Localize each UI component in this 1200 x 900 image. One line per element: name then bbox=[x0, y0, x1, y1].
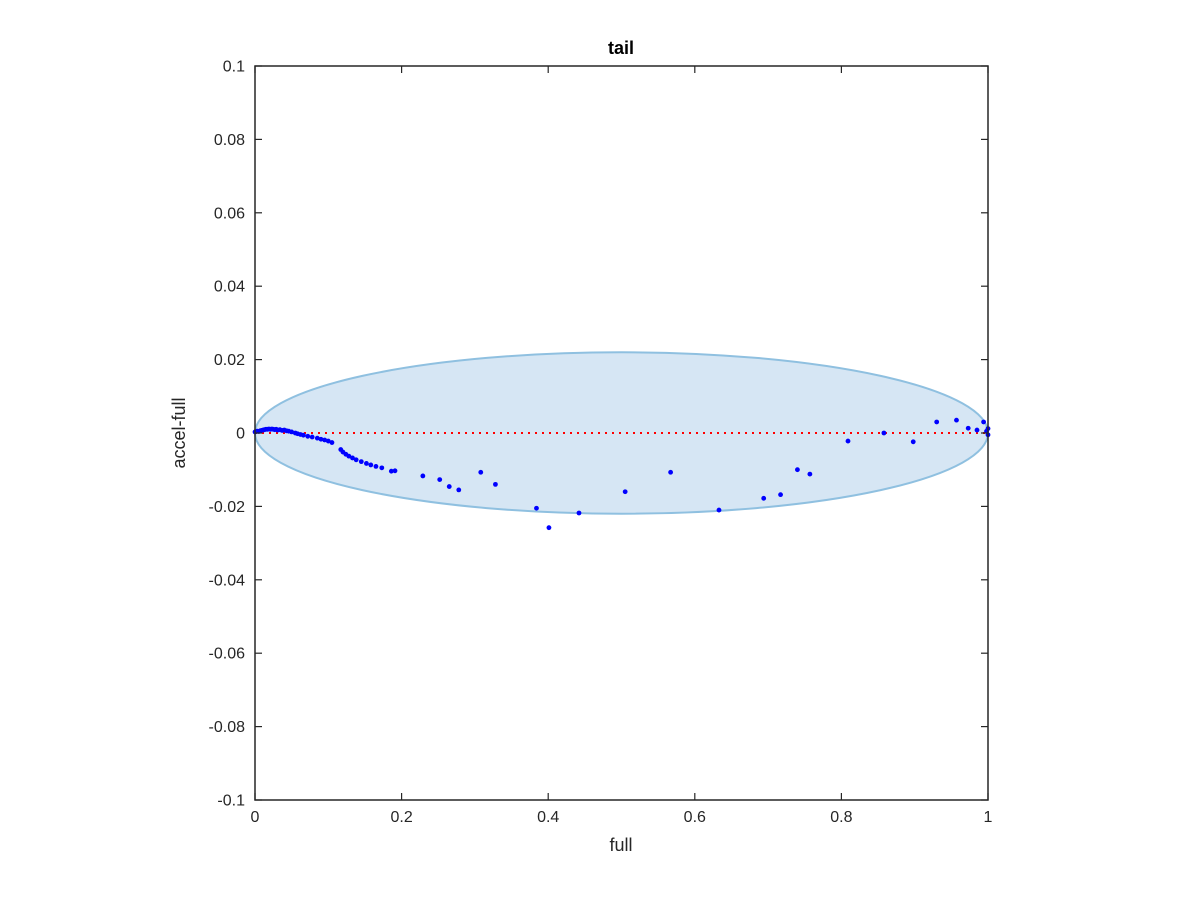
x-axis-label: full bbox=[609, 835, 632, 855]
y-tick-label: 0.02 bbox=[214, 352, 245, 369]
data-point bbox=[368, 462, 374, 468]
data-point bbox=[807, 471, 813, 477]
data-point bbox=[329, 440, 335, 445]
data-point bbox=[420, 473, 426, 479]
x-tick-labels: 0 0.2 0.4 0.6 0.8 1 bbox=[251, 809, 993, 826]
tick-marks bbox=[254, 65, 989, 801]
y-tick-label: -0.1 bbox=[217, 793, 245, 810]
data-point bbox=[546, 525, 552, 531]
x-tick-label: 0.6 bbox=[684, 809, 706, 826]
y-tick-label: -0.06 bbox=[209, 646, 246, 663]
y-tick-label: 0.06 bbox=[214, 205, 245, 222]
data-point bbox=[379, 465, 385, 471]
x-tick-label: 0.2 bbox=[390, 809, 412, 826]
data-point bbox=[974, 427, 980, 433]
y-tick-label: -0.08 bbox=[209, 719, 246, 736]
data-point bbox=[761, 495, 767, 501]
data-point bbox=[325, 438, 331, 444]
data-point bbox=[934, 419, 940, 425]
y-tick-label: -0.04 bbox=[209, 572, 246, 589]
chart-title: tail bbox=[608, 38, 634, 58]
data-point bbox=[622, 489, 628, 495]
data-point bbox=[353, 457, 359, 463]
data-point bbox=[300, 432, 306, 438]
data-point bbox=[346, 453, 352, 459]
data-point bbox=[881, 430, 887, 436]
y-tick-label: 0.04 bbox=[214, 279, 245, 296]
data-point bbox=[576, 510, 582, 516]
y-tick-label: 0.08 bbox=[214, 132, 245, 149]
data-point bbox=[910, 439, 916, 445]
data-point bbox=[981, 419, 987, 425]
data-point bbox=[305, 433, 311, 439]
data-point bbox=[322, 437, 328, 443]
data-point bbox=[309, 434, 315, 440]
data-point bbox=[446, 484, 452, 489]
y-tick-label: 0.1 bbox=[223, 59, 245, 76]
x-tick-label: 0.8 bbox=[830, 809, 852, 826]
data-point bbox=[314, 435, 320, 441]
data-point bbox=[318, 436, 324, 442]
data-point bbox=[493, 481, 498, 487]
x-tick-label: 1 bbox=[984, 809, 993, 826]
data-point bbox=[534, 505, 539, 511]
y-tick-label: 0 bbox=[236, 426, 245, 443]
data-point bbox=[845, 438, 851, 444]
data-point bbox=[795, 467, 800, 473]
data-point bbox=[437, 477, 443, 483]
data-point bbox=[668, 469, 674, 475]
data-point bbox=[388, 468, 394, 474]
data-point bbox=[392, 468, 398, 474]
y-axis-label: accel-full bbox=[169, 397, 189, 468]
data-point bbox=[478, 469, 484, 475]
y-tick-labels: -0.1 -0.08 -0.06 -0.04 -0.02 0 0.02 0.04 0.06 0.0… bbox=[209, 59, 246, 810]
data-point bbox=[965, 425, 971, 431]
data-point bbox=[358, 459, 364, 465]
data-points-layer bbox=[252, 417, 991, 531]
data-point bbox=[289, 429, 295, 435]
data-point bbox=[456, 487, 462, 493]
x-tick-label: 0 bbox=[251, 809, 260, 826]
data-point bbox=[716, 507, 722, 513]
data-point bbox=[954, 417, 959, 423]
data-point bbox=[373, 463, 379, 469]
x-tick-label: 0.4 bbox=[537, 809, 559, 826]
y-tick-label: -0.02 bbox=[209, 499, 246, 516]
data-point bbox=[350, 455, 355, 461]
data-point bbox=[778, 492, 783, 498]
data-point bbox=[364, 461, 369, 466]
